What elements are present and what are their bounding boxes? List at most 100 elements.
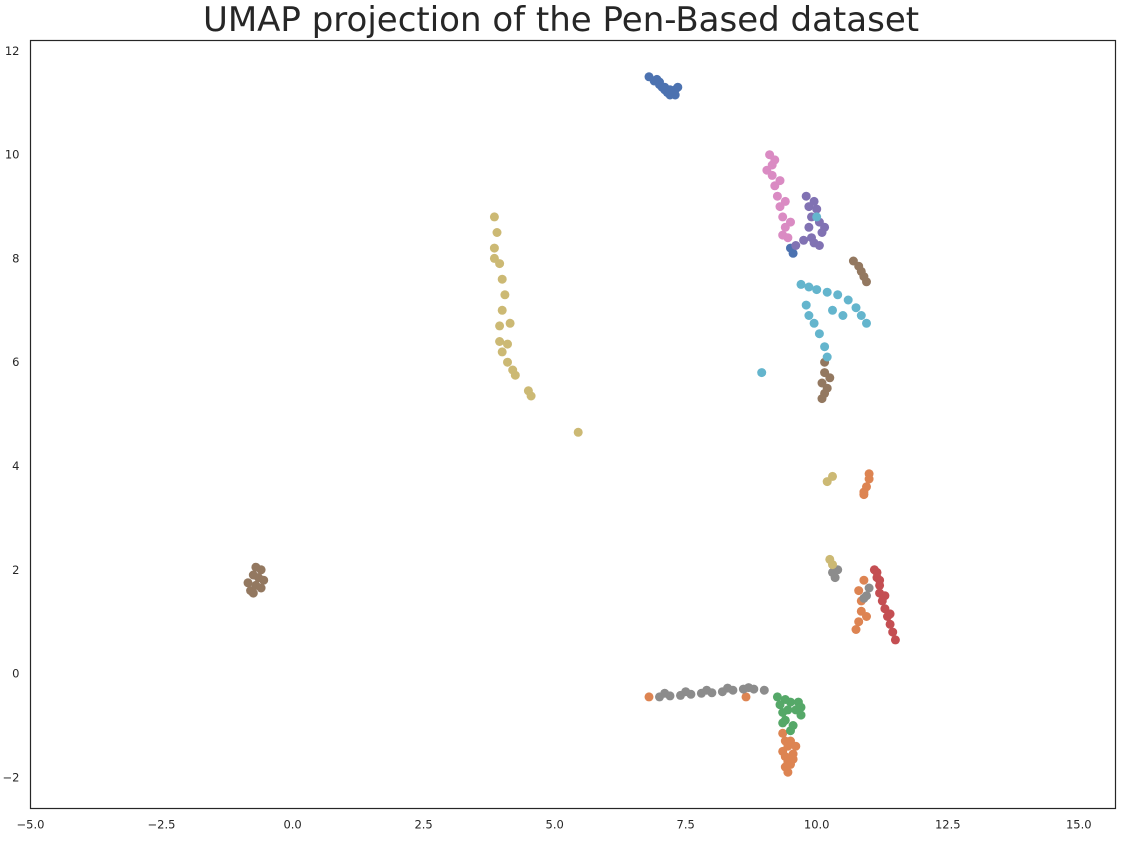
- point-series-5-9: [256, 583, 266, 593]
- point-series-8-6: [497, 305, 507, 315]
- x-tick-label: 7.5: [677, 818, 695, 832]
- point-series-7-21: [859, 593, 869, 603]
- point-series-6-14: [778, 230, 788, 240]
- point-series-1-19: [862, 612, 871, 621]
- point-series-5-2: [248, 588, 258, 598]
- point-series-7-15: [744, 683, 754, 693]
- y-axis-ticks: −2 0 2 4 6 8 10 12: [3, 44, 20, 785]
- y-tick-label: 6: [12, 355, 19, 369]
- point-series-1-24: [864, 469, 874, 479]
- point-series-9-11: [809, 318, 819, 328]
- point-series-0-13: [670, 90, 680, 100]
- point-series-6-6: [778, 212, 788, 222]
- point-series-1-0: [778, 728, 788, 738]
- y-tick-label: 10: [5, 148, 20, 162]
- point-series-3-8: [888, 627, 898, 637]
- point-series-7-20: [864, 583, 874, 593]
- plot-frame: [29, 39, 1117, 810]
- point-series-4-13: [820, 222, 830, 232]
- point-series-9-14: [822, 352, 832, 362]
- point-series-6-9: [770, 155, 780, 165]
- point-series-3-9: [890, 635, 900, 645]
- point-series-0-12: [652, 74, 662, 84]
- point-series-9-10: [804, 311, 814, 320]
- point-series-4-12: [809, 196, 819, 206]
- point-series-9-3: [822, 287, 832, 297]
- point-series-8-7: [495, 321, 505, 331]
- point-series-1-25: [741, 692, 751, 702]
- point-series-5-7: [259, 575, 269, 585]
- point-series-8-20: [828, 471, 837, 481]
- x-tick-label: 5.0: [546, 818, 564, 832]
- point-series-9-1: [804, 282, 814, 292]
- point-series-5-21: [825, 373, 835, 383]
- y-tick-label: 0: [12, 667, 19, 681]
- point-series-5-20: [822, 383, 832, 393]
- point-series-9-15: [838, 311, 848, 320]
- point-series-8-18: [573, 427, 583, 437]
- point-series-2-11: [796, 702, 806, 712]
- point-series-3-13: [875, 575, 885, 585]
- point-series-1-26: [644, 692, 654, 702]
- x-tick-label: 15.0: [1066, 818, 1092, 832]
- point-series-7-12: [681, 687, 691, 697]
- point-series-7-14: [723, 683, 733, 693]
- point-series-8-9: [497, 347, 507, 357]
- point-series-2-13: [780, 695, 790, 704]
- point-series-2-6: [796, 710, 806, 720]
- x-axis-ticks: −5.0 −2.5 0.0 2.5 5.0 7.5 10.0 12.5 15.0: [17, 818, 1092, 832]
- point-series-4-10: [799, 235, 809, 245]
- point-series-2-0: [772, 692, 782, 702]
- point-series-9-6: [851, 303, 861, 313]
- point-series-1-14: [854, 617, 864, 627]
- point-series-9-8: [862, 318, 871, 328]
- point-series-3-11: [880, 591, 890, 601]
- y-tick-label: 2: [12, 563, 19, 577]
- point-series-9-16: [828, 305, 837, 315]
- point-series-9-9: [801, 300, 811, 310]
- x-tick-label: 0.0: [283, 818, 301, 832]
- point-series-3-12: [885, 609, 895, 619]
- point-series-1-7: [783, 767, 793, 777]
- point-series-6-11: [780, 196, 790, 206]
- point-series-8-4: [497, 274, 507, 284]
- point-series-5-8: [248, 570, 258, 580]
- point-series-8-12: [510, 370, 520, 380]
- point-series-7-13: [702, 685, 712, 695]
- point-series-4-11: [791, 241, 801, 250]
- point-series-0-14: [673, 82, 683, 92]
- point-series-8-15: [505, 318, 515, 328]
- x-tick-label: −2.5: [148, 818, 176, 832]
- point-series-9-7: [856, 311, 866, 320]
- point-series-4-9: [812, 204, 822, 214]
- point-series-9-18: [757, 368, 767, 378]
- point-series-9-12: [814, 329, 824, 339]
- point-series-1-18: [859, 575, 869, 585]
- point-series-9-17: [812, 212, 822, 222]
- chart-title: UMAP projection of the Pen-Based dataset: [203, 0, 919, 40]
- point-series-3-7: [885, 619, 895, 629]
- point-series-5-6: [251, 562, 261, 572]
- point-series-4-3: [804, 222, 814, 232]
- point-series-8-13: [503, 339, 512, 349]
- point-series-2-10: [778, 718, 788, 728]
- point-series-6-12: [762, 165, 772, 175]
- point-series-8-1: [492, 228, 502, 237]
- point-series-8-5: [500, 290, 510, 300]
- point-series-5-19: [817, 394, 827, 404]
- point-series-8-2: [489, 243, 499, 253]
- point-series-9-0: [796, 279, 806, 289]
- point-series-1-11: [791, 741, 801, 751]
- points-layer: [243, 72, 900, 777]
- point-series-9-4: [833, 290, 843, 300]
- point-series-6-4: [772, 191, 782, 201]
- point-series-8-8: [495, 337, 505, 346]
- point-series-1-17: [854, 586, 864, 596]
- x-tick-label: 2.5: [414, 818, 432, 832]
- point-series-7-11: [660, 688, 670, 698]
- point-series-6-10: [775, 176, 785, 186]
- point-series-9-5: [843, 295, 853, 305]
- y-tick-label: −2: [3, 770, 20, 784]
- point-series-7-10: [759, 685, 769, 695]
